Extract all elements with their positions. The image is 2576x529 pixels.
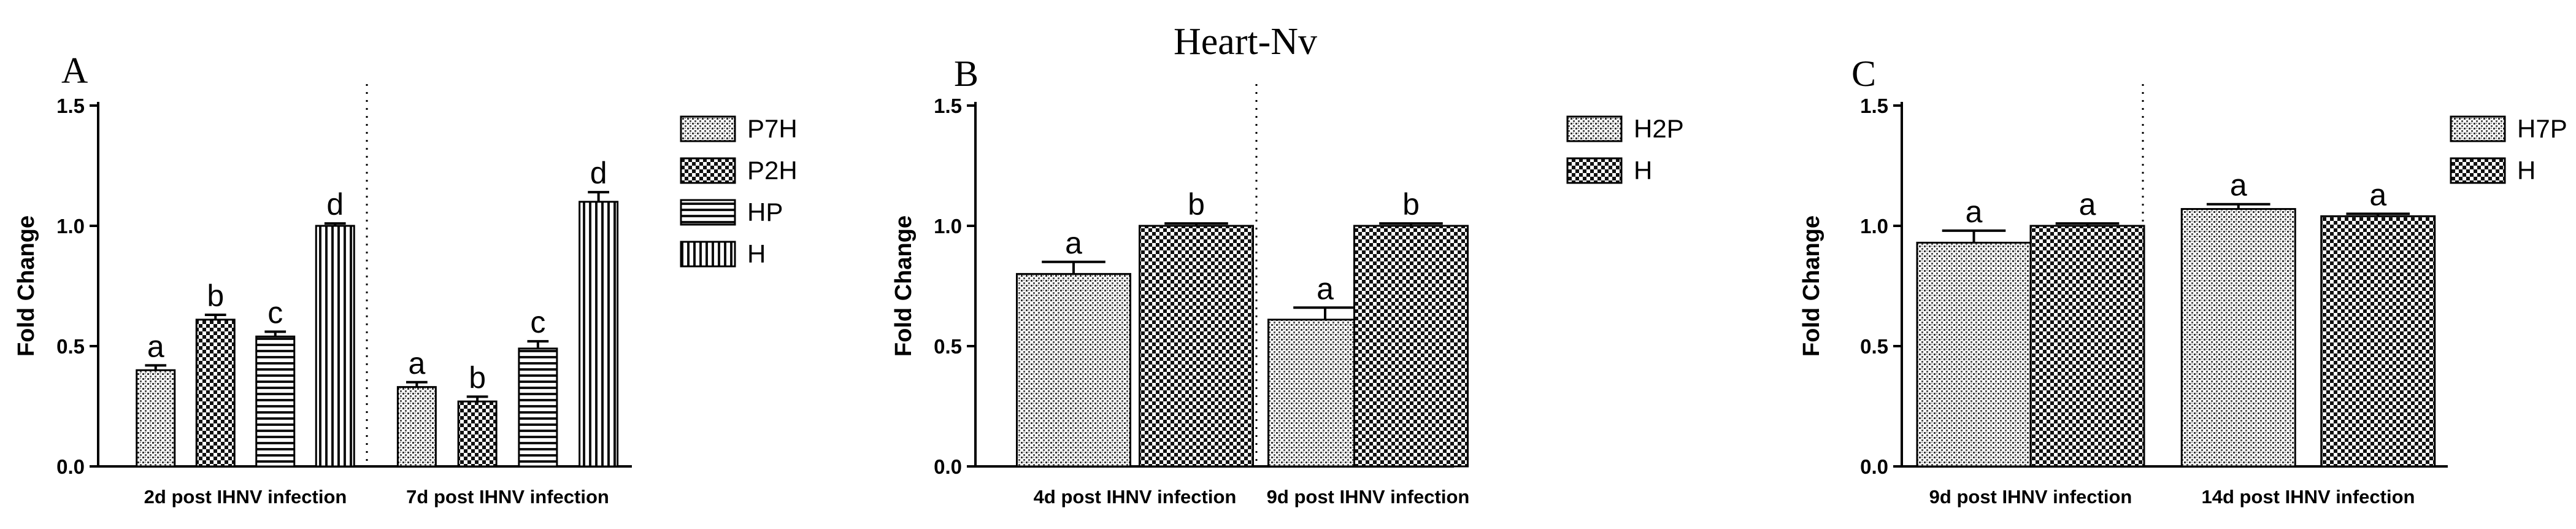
x-category-label: 14d post IHNV infection (2202, 486, 2415, 508)
bar-p2h-2 (457, 400, 498, 468)
significance-label: d (326, 187, 344, 222)
legend-swatch (2450, 115, 2506, 142)
legend-label: P7H (747, 114, 798, 143)
significance-label: a (408, 346, 425, 380)
bar-h-2 (1353, 225, 1469, 468)
legend-swatch (1566, 115, 1623, 142)
significance-label: a (2079, 187, 2096, 222)
legend-swatch (1566, 157, 1623, 184)
bar-p7h-2 (396, 386, 437, 468)
legend-label: H (1634, 156, 1652, 185)
legend-swatch (680, 115, 736, 142)
bar-h-2 (579, 201, 619, 468)
bar-h-2 (2320, 215, 2436, 468)
significance-label: b (469, 360, 486, 395)
legend-label: HP (747, 198, 783, 226)
bar-p7h-1 (136, 369, 176, 468)
x-category-label: 9d post IHNV infection (1267, 486, 1470, 508)
y-tick-label: 0.5 (56, 335, 85, 358)
y-tick-label: 1.5 (1860, 95, 1888, 117)
y-tick-label: 0.0 (56, 455, 85, 478)
significance-label: b (207, 279, 224, 313)
legend-label: H (747, 239, 766, 268)
significance-label: a (2230, 168, 2247, 203)
y-tick-label: 1.5 (934, 95, 962, 117)
bar-h-1 (315, 225, 355, 468)
x-category-label: 7d post IHNV infection (406, 486, 609, 508)
legend-swatch (2450, 157, 2506, 184)
legend-swatch (680, 199, 736, 226)
significance-label: b (1188, 187, 1205, 222)
y-tick-label: 0.0 (934, 455, 962, 478)
significance-label: a (1317, 271, 1334, 306)
legend-swatch (680, 157, 736, 184)
significance-label: a (1966, 195, 1983, 229)
chart-panel-c: C Fold Change 0.0 0.5 1.0 1.5 a a 9d post IHNV i… (1799, 53, 2567, 508)
chart-panel-b: B Fold Change 0.0 0.5 1.0 1.5 a b 4d post IHNV i… (891, 53, 1684, 508)
y-tick-label: 0.5 (934, 335, 962, 358)
panel-label: B (954, 53, 978, 94)
panel-label: A (61, 50, 88, 91)
bar-h7p-1 (1916, 241, 2032, 468)
legend-label: H2P (1634, 114, 1684, 143)
y-tick-label: 1.0 (56, 215, 85, 237)
bar-h2p-1 (1016, 272, 1131, 468)
x-category-label: 2d post IHNV infection (144, 486, 347, 508)
significance-label: a (147, 329, 164, 363)
y-axis-label: Fold Change (1799, 215, 1824, 357)
y-tick-label: 0.0 (1860, 455, 1888, 478)
bar-h-1 (1139, 225, 1254, 468)
x-category-label: 4d post IHNV infection (1034, 486, 1237, 508)
significance-label: d (590, 156, 607, 190)
bar-hp-1 (255, 335, 296, 468)
bar-hp-2 (518, 347, 558, 468)
x-category-label: 9d post IHNV infection (1929, 486, 2132, 508)
y-tick-label: 1.5 (56, 95, 85, 117)
legend-label: H (2517, 156, 2536, 185)
panel-label: C (1851, 53, 1876, 94)
bar-p2h-1 (195, 319, 236, 468)
significance-label: a (1065, 226, 1082, 260)
chart-panel-a: A Fold Change 0.0 0.5 1.0 1.5 a b c d 2d post IHNV… (13, 50, 798, 508)
bar-h-1 (2029, 225, 2145, 468)
significance-label: b (1402, 187, 1420, 222)
y-axis-label: Fold Change (891, 215, 917, 357)
y-tick-label: 1.0 (934, 215, 962, 237)
legend-swatch (680, 241, 736, 268)
bar-h7p-2 (2180, 208, 2296, 468)
figure-title: Heart-Nv (1174, 21, 1317, 63)
y-tick-label: 0.5 (1860, 335, 1888, 358)
legend-label: H7P (2517, 114, 2567, 143)
significance-label: a (2369, 177, 2386, 212)
y-axis-label: Fold Change (13, 215, 39, 357)
significance-label: c (530, 305, 545, 339)
legend-label: P2H (747, 156, 798, 185)
significance-label: c (267, 295, 283, 330)
y-tick-label: 1.0 (1860, 215, 1888, 237)
